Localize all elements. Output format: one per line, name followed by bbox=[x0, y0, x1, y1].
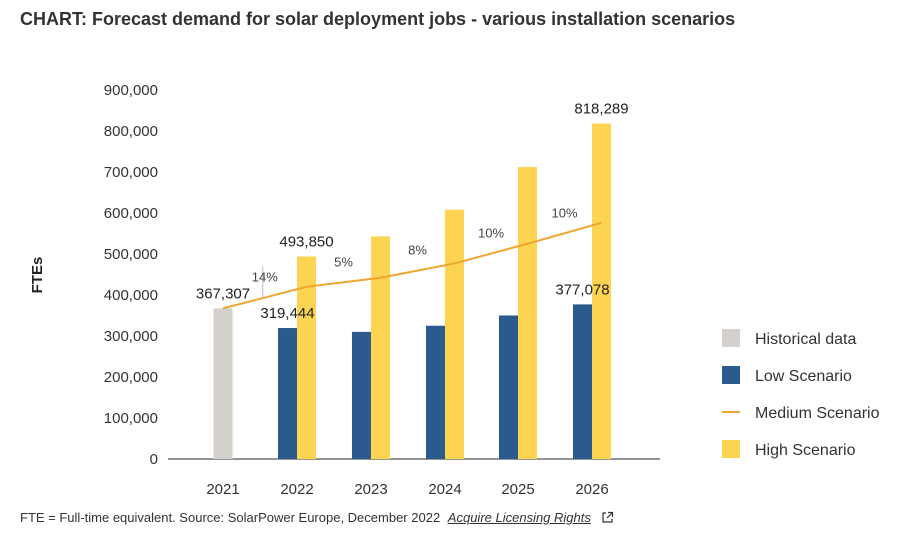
x-tick-label: 2023 bbox=[354, 481, 387, 498]
legend-label: High Scenario bbox=[755, 442, 856, 459]
legend-label: Historical data bbox=[755, 331, 856, 348]
chart-footer: FTE = Full-time equivalent. Source: Sola… bbox=[20, 510, 614, 527]
x-tick-label: 2025 bbox=[501, 481, 534, 498]
data-label: 818,289 bbox=[574, 101, 628, 118]
y-tick-label: 500,000 bbox=[104, 246, 158, 263]
high-scenario-bar bbox=[297, 256, 316, 459]
low-scenario-bar bbox=[426, 325, 445, 459]
growth-label: 8% bbox=[408, 243, 427, 258]
legend-swatch bbox=[722, 329, 740, 347]
legend-label: Medium Scenario bbox=[755, 405, 880, 422]
legend-label: Low Scenario bbox=[755, 368, 852, 385]
legend-swatch bbox=[722, 366, 740, 384]
y-tick-label: 700,000 bbox=[104, 164, 158, 181]
high-scenario-bar bbox=[518, 167, 537, 459]
growth-label: 10% bbox=[551, 205, 577, 220]
low-scenario-bar bbox=[499, 315, 518, 459]
x-tick-label: 2026 bbox=[575, 481, 608, 498]
low-scenario-bar bbox=[352, 331, 371, 459]
medium-scenario-line bbox=[222, 221, 602, 310]
y-tick-label: 0 bbox=[150, 451, 158, 468]
y-tick-label: 300,000 bbox=[104, 328, 158, 345]
data-label: 319,444 bbox=[260, 305, 314, 322]
y-tick-label: 400,000 bbox=[104, 287, 158, 304]
y-tick-label: 900,000 bbox=[104, 82, 158, 99]
high-scenario-bar bbox=[592, 123, 611, 459]
low-scenario-bar bbox=[573, 304, 592, 459]
high-scenario-bar bbox=[371, 236, 390, 459]
x-tick-label: 2021 bbox=[206, 481, 239, 498]
legend-swatch bbox=[722, 440, 740, 458]
y-axis-label: FTEs bbox=[29, 257, 46, 294]
data-label: 377,078 bbox=[555, 281, 609, 298]
x-tick-label: 2024 bbox=[428, 481, 461, 498]
growth-label: 10% bbox=[478, 226, 504, 241]
data-label: 493,850 bbox=[279, 234, 333, 251]
data-label: 367,307 bbox=[196, 285, 250, 302]
high-scenario-bar bbox=[445, 209, 464, 459]
low-scenario-bar bbox=[278, 328, 297, 459]
y-tick-label: 600,000 bbox=[104, 205, 158, 222]
external-link-icon[interactable] bbox=[601, 511, 614, 527]
growth-label: 5% bbox=[334, 254, 353, 269]
y-tick-label: 800,000 bbox=[104, 123, 158, 140]
x-tick-label: 2022 bbox=[280, 481, 313, 498]
y-tick-label: 100,000 bbox=[104, 410, 158, 427]
historical-bar bbox=[213, 308, 233, 459]
source-note: FTE = Full-time equivalent. Source: Sola… bbox=[20, 510, 441, 525]
chart-title: CHART: Forecast demand for solar deploym… bbox=[20, 9, 736, 29]
growth-label: 14% bbox=[252, 270, 278, 285]
licensing-link[interactable]: Acquire Licensing Rights bbox=[447, 510, 591, 525]
y-tick-label: 200,000 bbox=[104, 369, 158, 386]
